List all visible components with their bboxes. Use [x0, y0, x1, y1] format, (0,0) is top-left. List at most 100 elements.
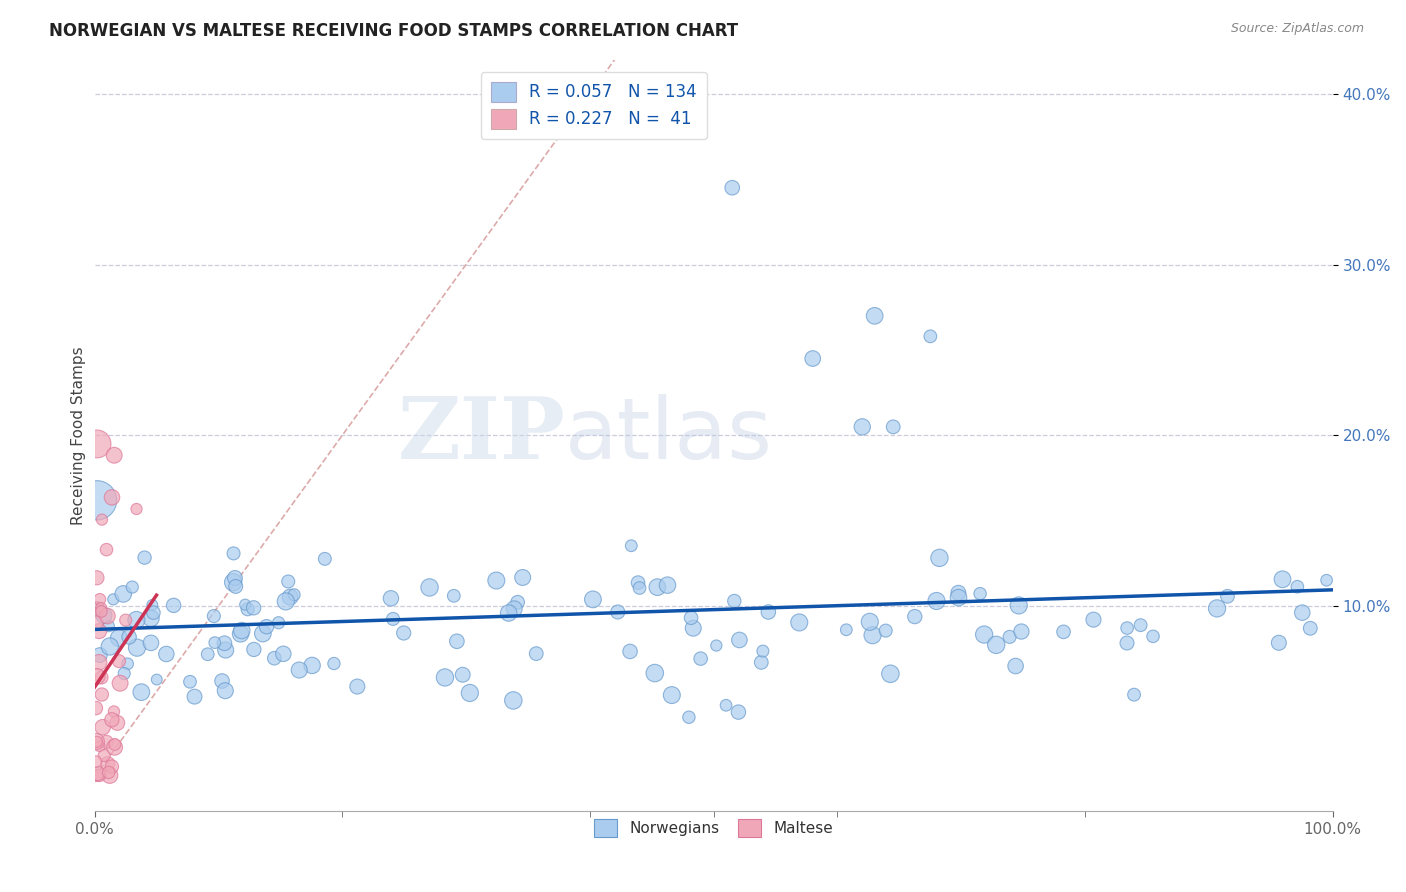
Point [229, 627, 252, 641]
Point [84, 755, 107, 769]
Point [879, 666, 901, 681]
Point [644, 666, 666, 681]
Point [86, 571, 108, 585]
Text: NORWEGIAN VS MALTESE RECEIVING FOOD STAMPS CORRELATION CHART: NORWEGIAN VS MALTESE RECEIVING FOOD STAM… [49, 22, 738, 40]
Point [93, 748, 115, 763]
Point [1008, 599, 1031, 613]
Point [183, 690, 205, 704]
Point [86, 602, 108, 616]
Point [91, 513, 114, 527]
Point [948, 586, 970, 600]
Point [647, 580, 669, 594]
Point [446, 634, 468, 648]
Point [502, 693, 524, 707]
Point [114, 613, 136, 627]
Point [721, 180, 744, 194]
Point [121, 580, 143, 594]
Point [214, 643, 236, 657]
Point [108, 676, 131, 690]
Point [84, 734, 107, 748]
Point [96, 542, 118, 557]
Point [233, 598, 256, 612]
Point [969, 587, 991, 601]
Point [141, 598, 163, 612]
Point [314, 552, 336, 566]
Point [882, 420, 904, 434]
Point [1004, 659, 1026, 673]
Point [1116, 621, 1139, 635]
Point [222, 546, 245, 560]
Point [1291, 606, 1313, 620]
Point [419, 581, 441, 595]
Point [96, 735, 118, 749]
Point [204, 635, 226, 649]
Point [267, 615, 290, 630]
Point [263, 651, 285, 665]
Point [657, 578, 679, 592]
Point [105, 715, 128, 730]
Point [723, 594, 745, 608]
Point [727, 705, 749, 719]
Point [1052, 624, 1074, 639]
Point [84, 615, 107, 630]
Point [90, 670, 112, 684]
Point [139, 636, 162, 650]
Point [728, 632, 751, 647]
Point [179, 674, 201, 689]
Point [231, 624, 253, 638]
Point [346, 680, 368, 694]
Point [920, 329, 942, 343]
Y-axis label: Receiving Food Stamps: Receiving Food Stamps [72, 346, 86, 524]
Point [323, 657, 346, 671]
Point [948, 591, 970, 605]
Point [89, 739, 111, 754]
Point [973, 627, 995, 641]
Point [98, 640, 121, 654]
Point [752, 644, 775, 658]
Point [1299, 621, 1322, 635]
Point [256, 620, 278, 634]
Point [392, 626, 415, 640]
Point [485, 574, 508, 588]
Point [101, 491, 124, 505]
Point [443, 589, 465, 603]
Point [87, 624, 110, 639]
Point [108, 631, 131, 645]
Point [689, 651, 711, 665]
Point [202, 609, 225, 624]
Point [142, 606, 165, 620]
Point [236, 602, 259, 616]
Point [628, 581, 651, 595]
Point [155, 647, 177, 661]
Point [714, 698, 737, 713]
Point [87, 655, 110, 669]
Point [863, 309, 886, 323]
Point [86, 602, 108, 616]
Point [928, 550, 950, 565]
Point [97, 765, 120, 780]
Point [619, 644, 641, 658]
Point [93, 608, 115, 623]
Point [288, 663, 311, 677]
Point [197, 647, 219, 661]
Point [503, 602, 526, 616]
Point [86, 735, 108, 749]
Text: Source: ZipAtlas.com: Source: ZipAtlas.com [1230, 22, 1364, 36]
Point [787, 615, 810, 630]
Point [101, 713, 124, 727]
Point [1116, 636, 1139, 650]
Point [904, 609, 927, 624]
Point [998, 630, 1021, 644]
Point [103, 592, 125, 607]
Point [756, 605, 779, 619]
Point [512, 570, 534, 584]
Point [214, 683, 236, 698]
Point [681, 611, 703, 625]
Point [835, 623, 858, 637]
Point [862, 628, 884, 642]
Point [506, 595, 529, 609]
Point [1123, 688, 1146, 702]
Point [451, 667, 474, 681]
Point [145, 673, 167, 687]
Point [1286, 580, 1309, 594]
